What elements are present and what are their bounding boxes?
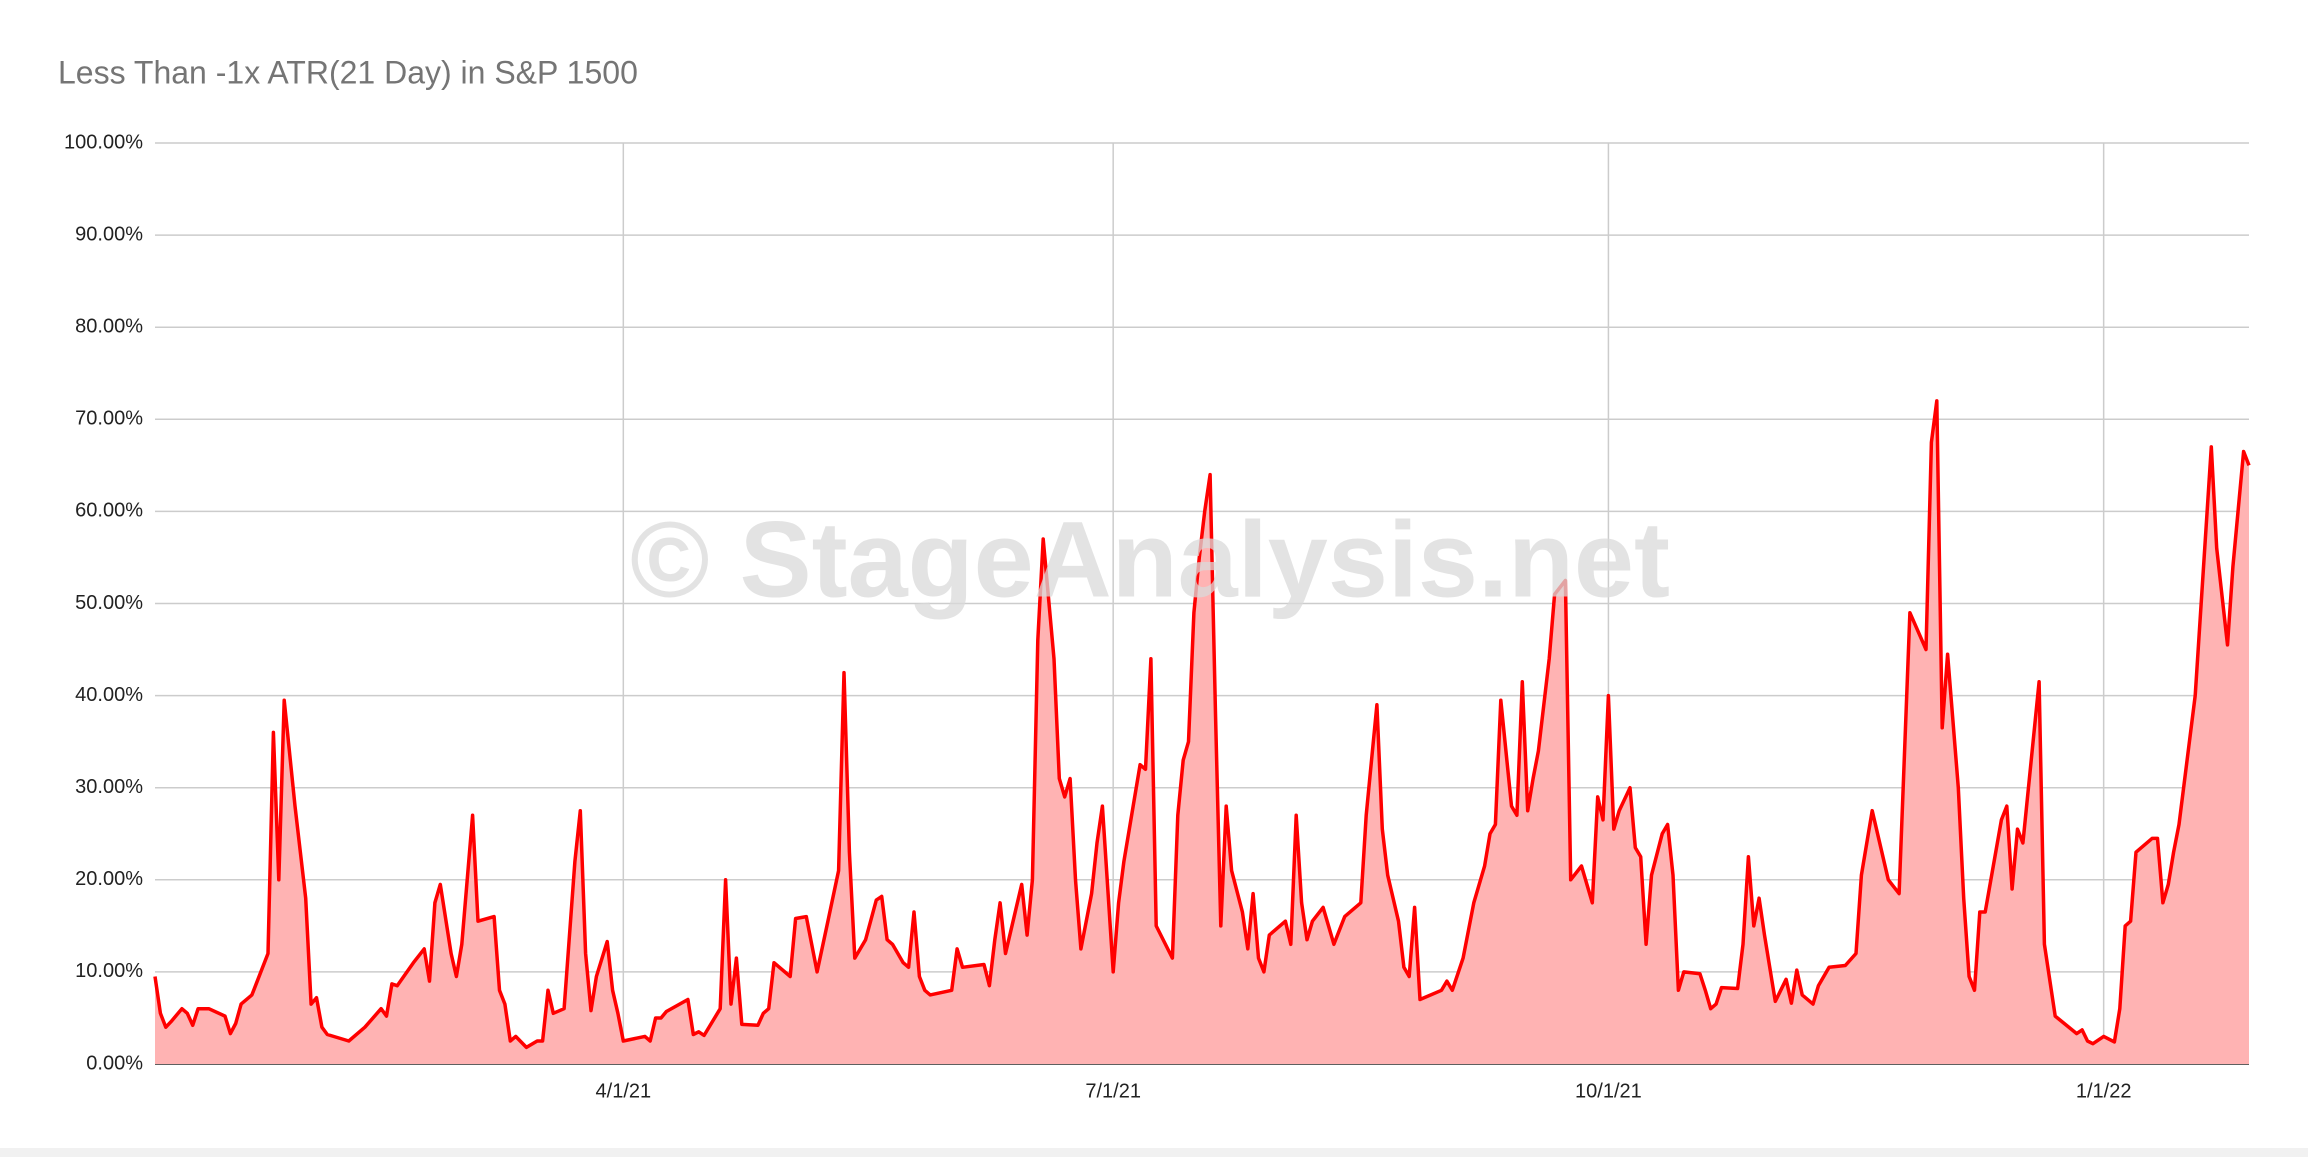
y-tick-label: 90.00% bbox=[75, 223, 143, 245]
x-tick-label: 1/1/22 bbox=[2076, 1080, 2132, 1102]
axis-labels: 0.00% 10.00% 20.00% 30.00% 40.00% 50.00% 60.00… bbox=[64, 131, 2131, 1102]
scrollbar bbox=[0, 1148, 2308, 1157]
y-tick-label: 70.00% bbox=[75, 408, 143, 430]
y-tick-label: 100.00% bbox=[64, 131, 143, 153]
x-tick-label: 10/1/21 bbox=[1575, 1080, 1642, 1102]
y-tick-label: 0.00% bbox=[86, 1052, 143, 1074]
y-tick-label: 50.00% bbox=[75, 592, 143, 614]
chart-title: Less Than -1x ATR(21 Day) in S&P 1500 bbox=[58, 54, 638, 90]
watermark: © StageAnalysis.net bbox=[630, 499, 1670, 620]
y-tick-label: 80.00% bbox=[75, 315, 143, 337]
line bbox=[153, 399, 2251, 1050]
y-tick-label: 40.00% bbox=[75, 684, 143, 706]
y-tick-label: 30.00% bbox=[75, 776, 143, 798]
area bbox=[155, 400, 2249, 1064]
x-tick-label: 4/1/21 bbox=[596, 1080, 652, 1102]
y-tick-label: 10.00% bbox=[75, 960, 143, 982]
y-tick-label: 20.00% bbox=[75, 868, 143, 890]
plot bbox=[153, 399, 2251, 1064]
x-tick-label: 7/1/21 bbox=[1085, 1080, 1141, 1102]
y-tick-label: 60.00% bbox=[75, 500, 143, 522]
